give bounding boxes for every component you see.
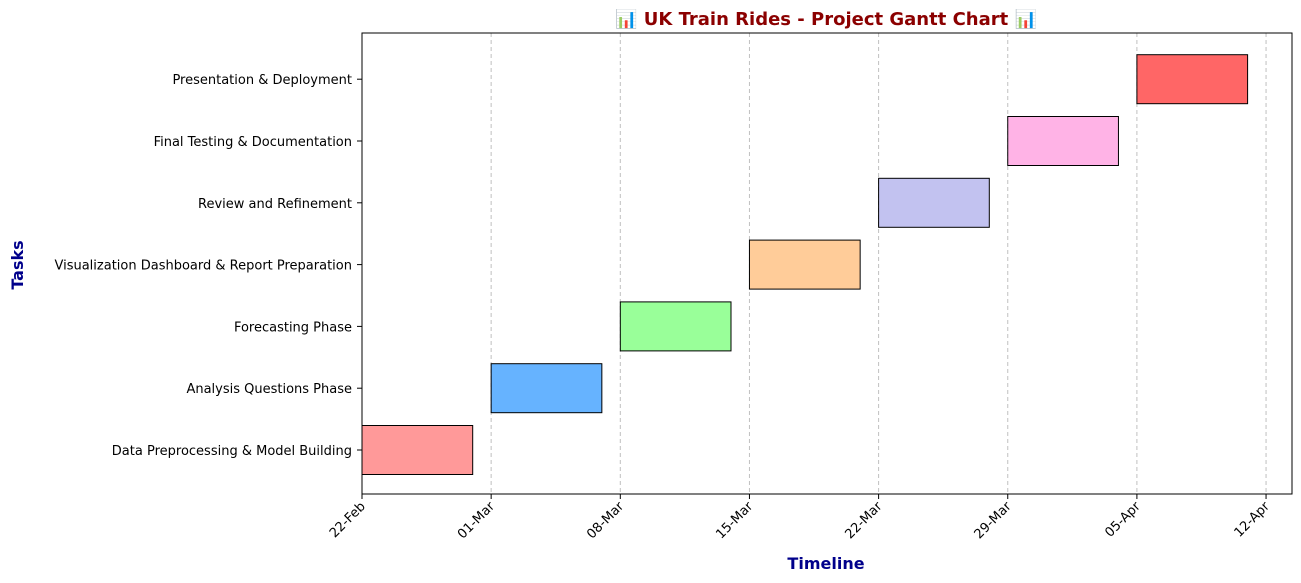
- y-axis-label: Tasks: [8, 240, 27, 289]
- x-tick-label: 15-Mar: [713, 499, 756, 542]
- task-bar: [619, 301, 732, 352]
- x-axis-label: Timeline: [787, 554, 864, 573]
- task-bars: [361, 54, 1249, 475]
- task-bar: [361, 425, 474, 475]
- y-tick-label: Visualization Dashboard & Report Prepara…: [54, 259, 352, 274]
- x-tick-label: 12-Apr: [1232, 499, 1274, 541]
- x-tick-label: 08-Mar: [584, 499, 627, 542]
- x-tick-label: 22-Feb: [327, 499, 369, 541]
- x-tick-label: 01-Mar: [455, 499, 498, 542]
- x-tick-label: 22-Mar: [842, 499, 885, 542]
- y-tick-label: Analysis Questions Phase: [186, 382, 352, 397]
- task-bar: [878, 177, 990, 228]
- x-axis-ticks: 22-Feb 01-Mar 08-Mar 15-Mar 22-Mar 29-Mar 05-A…: [327, 494, 1273, 542]
- y-tick-label: Final Testing & Documentation: [154, 135, 352, 150]
- task-bar: [490, 363, 603, 414]
- task-bar: [1007, 116, 1119, 166]
- x-tick-label: 29-Mar: [972, 499, 1015, 542]
- y-tick-label: Forecasting Phase: [234, 320, 352, 335]
- y-tick-label: Presentation & Deployment: [172, 73, 352, 88]
- chart-title: 📊 UK Train Rides - Project Gantt Chart 📊: [615, 8, 1037, 30]
- y-tick-label: Data Preprocessing & Model Building: [112, 444, 352, 459]
- task-bar: [1136, 54, 1249, 105]
- plot-frame: [361, 32, 1293, 495]
- x-tick-label: 05-Apr: [1102, 499, 1144, 541]
- task-bar: [748, 239, 861, 290]
- y-axis-ticks: Data Preprocessing & Model Building Analy…: [54, 73, 362, 459]
- y-tick-label: Review and Refinement: [198, 197, 352, 212]
